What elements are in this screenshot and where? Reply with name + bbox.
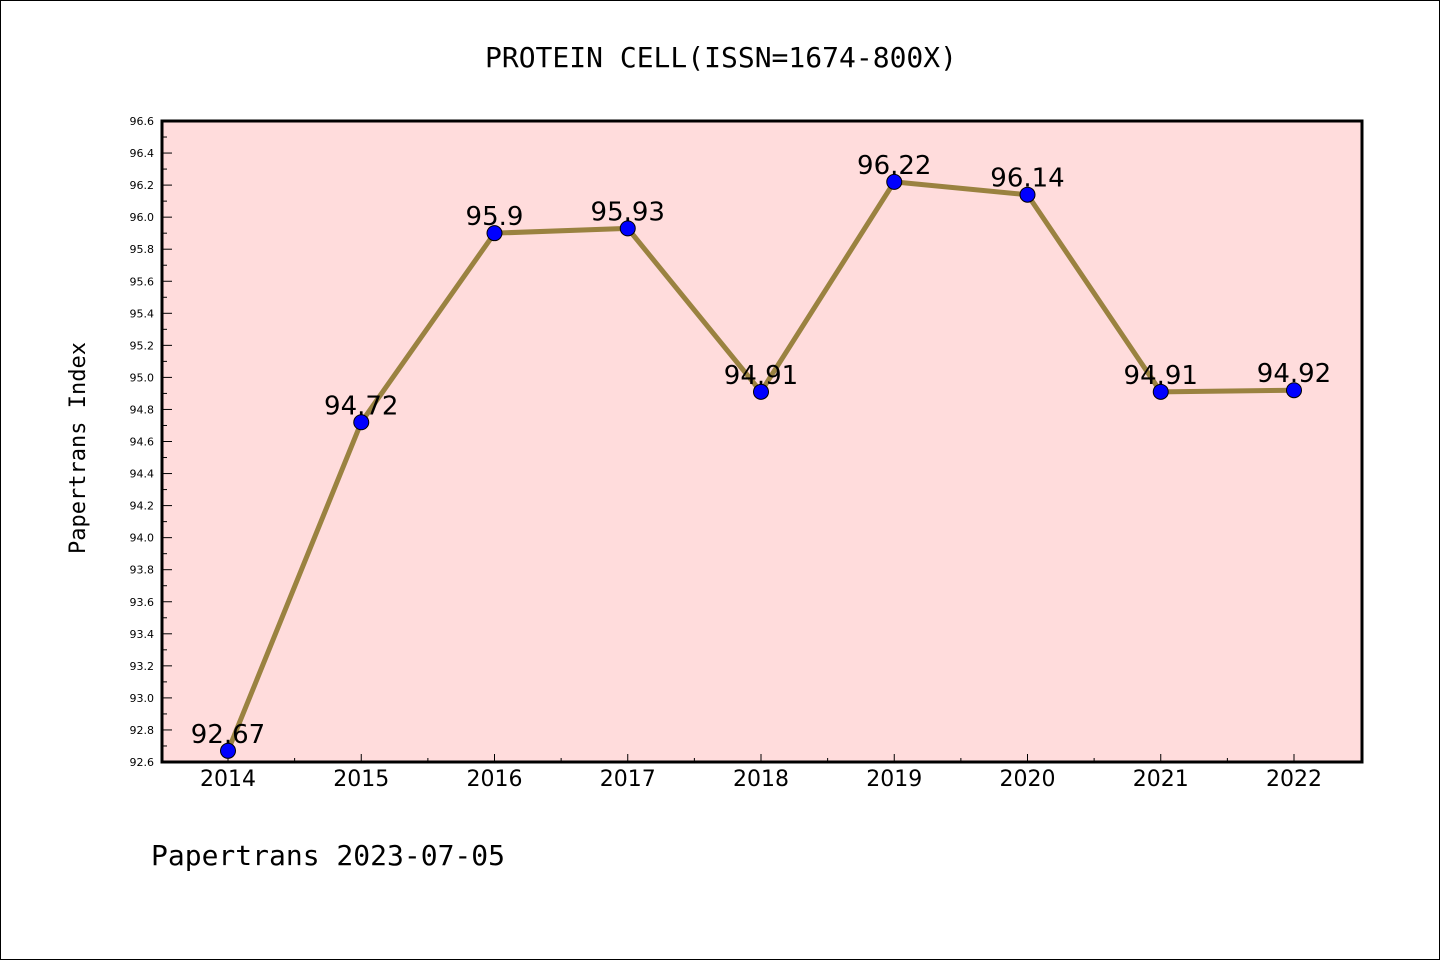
data-label: 96.14 <box>990 164 1064 194</box>
y-tick-label: 93.0 <box>130 692 155 705</box>
y-tick-label: 95.6 <box>130 275 155 288</box>
x-tick-label: 2019 <box>866 767 922 792</box>
x-tick-label: 2020 <box>1000 767 1056 792</box>
x-tick-label: 2018 <box>733 767 789 792</box>
y-tick-label: 92.6 <box>130 756 155 769</box>
data-label: 95.93 <box>591 197 665 227</box>
data-point <box>753 383 769 400</box>
data-point <box>220 742 236 759</box>
plot-area <box>160 119 1364 764</box>
chart-title: PROTEIN CELL(ISSN=1674-800X) <box>485 41 957 74</box>
y-tick-label: 95.4 <box>130 307 155 320</box>
data-label: 94.92 <box>1257 359 1331 389</box>
data-labels: 92.67 94.72 95.9 95.93 94.91 96.22 96.14 94.91 9… <box>191 151 1331 750</box>
y-tick-label: 94.0 <box>130 532 155 545</box>
x-tick-label: 2022 <box>1266 767 1322 792</box>
y-tick-label: 94.8 <box>130 403 155 416</box>
y-tick-label: 93.2 <box>130 660 155 673</box>
y-tick-label: 93.4 <box>130 628 155 641</box>
x-tick-label: 2016 <box>467 767 523 792</box>
data-label: 96.22 <box>857 151 931 181</box>
y-axis-label: Papertrans Index <box>66 342 91 554</box>
x-tick-label: 2017 <box>600 767 656 792</box>
data-label: 94.91 <box>724 361 798 391</box>
y-tick-label: 95.2 <box>130 339 155 352</box>
data-point <box>1019 186 1036 203</box>
x-tick-label: 2015 <box>333 767 389 792</box>
y-tick-label: 94.4 <box>130 468 155 481</box>
data-point <box>353 414 370 431</box>
y-tick-label: 92.8 <box>130 724 155 737</box>
footer-credit: Papertrans 2023-07-05 <box>151 839 505 872</box>
data-point <box>1152 383 1169 400</box>
y-tick-label: 95.0 <box>130 371 155 384</box>
y-tick-label: 93.8 <box>130 564 155 577</box>
y-tick-label: 95.8 <box>130 243 155 256</box>
data-label: 94.91 <box>1124 361 1198 391</box>
y-tick-label: 94.2 <box>130 500 155 513</box>
data-point <box>619 220 636 237</box>
series-markers <box>220 173 1302 759</box>
y-tick-label: 96.0 <box>130 211 155 224</box>
x-axis: 2014 2015 2016 2017 2018 2019 2020 2021 2022 <box>200 754 1322 792</box>
y-tick-label: 96.6 <box>130 115 155 128</box>
data-point <box>886 173 903 190</box>
data-point <box>1286 382 1302 399</box>
y-tick-label: 93.6 <box>130 596 155 609</box>
data-point <box>486 225 503 242</box>
y-tick-label: 96.4 <box>130 147 155 160</box>
data-label: 92.67 <box>191 720 265 750</box>
y-axis: 92.6 92.8 93.0 93.2 93.4 93.6 93.8 94.0 94.2 94.4… <box>130 115 172 769</box>
data-label: 94.72 <box>324 391 398 421</box>
y-tick-label: 94.6 <box>130 436 155 449</box>
x-tick-label: 2014 <box>200 767 256 792</box>
data-label: 95.9 <box>466 202 524 232</box>
x-tick-label: 2021 <box>1133 767 1189 792</box>
y-tick-label: 96.2 <box>130 179 155 192</box>
